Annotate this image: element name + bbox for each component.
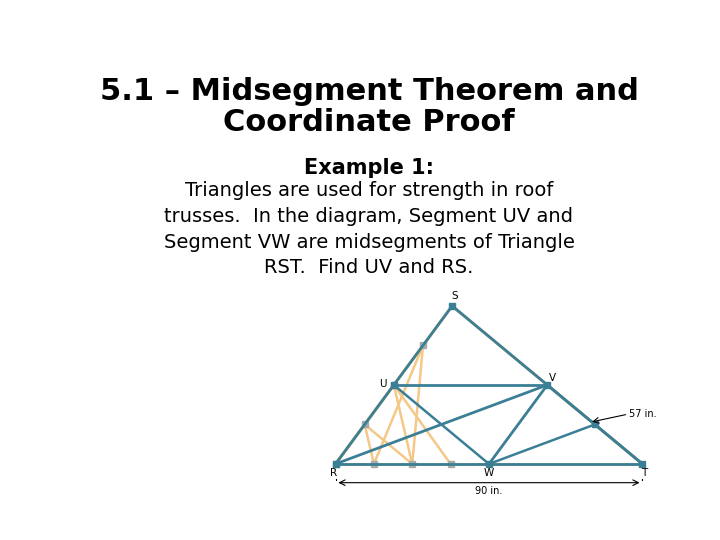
Text: Coordinate Proof: Coordinate Proof: [223, 109, 515, 138]
Text: T: T: [641, 468, 647, 478]
Text: 5.1 – Midsegment Theorem and: 5.1 – Midsegment Theorem and: [99, 77, 639, 106]
Text: 90 in.: 90 in.: [475, 486, 503, 496]
Text: U: U: [379, 379, 387, 389]
Text: W: W: [484, 468, 494, 478]
Text: S: S: [451, 291, 458, 301]
Text: V: V: [549, 373, 556, 383]
Text: Example 1:: Example 1:: [304, 158, 434, 178]
Text: Triangles are used for strength in roof
trusses.  In the diagram, Segment UV and: Triangles are used for strength in roof …: [163, 181, 575, 278]
Text: 57 in.: 57 in.: [629, 409, 657, 419]
Text: R: R: [330, 468, 338, 478]
